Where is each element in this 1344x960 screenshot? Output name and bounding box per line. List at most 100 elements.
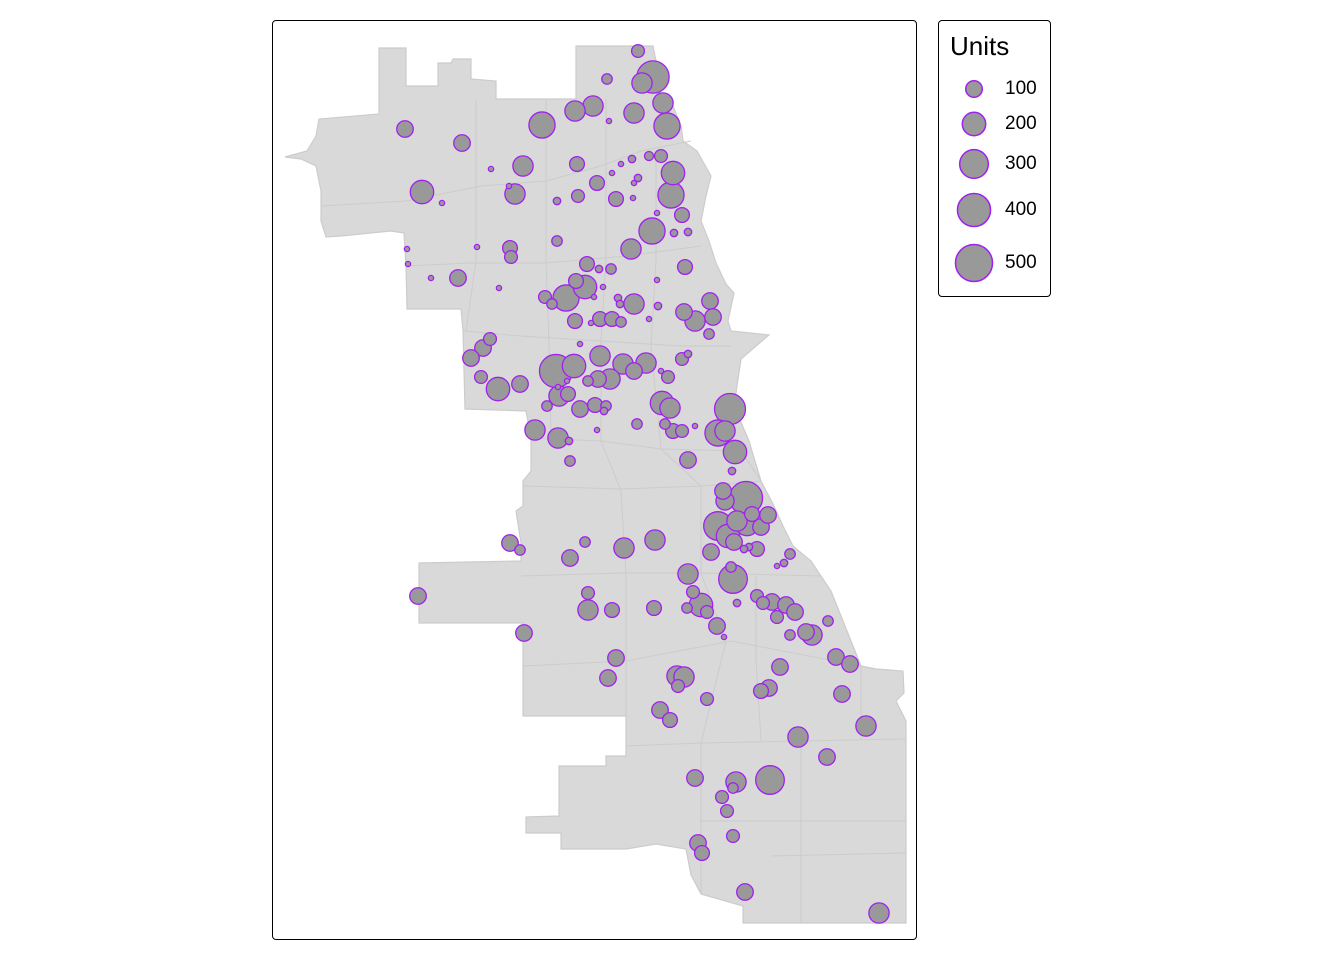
units-bubble [577, 599, 599, 621]
units-bubble [732, 598, 742, 608]
units-bubble [818, 748, 836, 766]
units-bubble [633, 173, 643, 183]
units-bubble [566, 312, 584, 330]
bubble-layer [396, 43, 890, 924]
units-bubble [691, 422, 699, 430]
units-bubble [722, 439, 748, 465]
units-bubble [580, 585, 596, 601]
district-border [522, 640, 862, 667]
map-panel [272, 20, 917, 940]
units-bubble [601, 73, 613, 85]
units-bubble [784, 629, 796, 641]
units-bubble [605, 263, 617, 275]
units-bubble [485, 376, 511, 402]
units-bubble [571, 400, 589, 418]
units-bubble [755, 595, 771, 611]
units-bubble [704, 308, 722, 326]
legend-bubble [961, 111, 987, 137]
units-bubble [590, 293, 598, 301]
units-bubble [787, 726, 809, 748]
units-bubble [515, 624, 533, 642]
units-bubble [683, 227, 693, 237]
units-bubble [576, 340, 584, 348]
units-bubble [449, 269, 467, 287]
units-bubble [514, 544, 526, 556]
legend-bubble [956, 192, 992, 228]
district-border [770, 852, 907, 857]
units-bubble [725, 828, 741, 844]
units-bubble [630, 179, 638, 187]
legend-label: 400 [1005, 199, 1037, 220]
units-bubble [868, 902, 890, 924]
units-bubble [620, 238, 642, 260]
units-bubble [699, 604, 715, 620]
units-bubble [588, 174, 606, 192]
district-border [755, 576, 762, 742]
units-bubble [659, 418, 671, 430]
units-bubble [827, 648, 845, 666]
units-bubble [524, 419, 546, 441]
units-bubble [594, 264, 604, 274]
units-bubble [653, 112, 681, 140]
units-bubble [661, 711, 679, 729]
units-bubble [603, 601, 621, 619]
units-bubble [396, 120, 414, 138]
units-bubble [495, 284, 503, 292]
units-bubble [623, 102, 645, 124]
legend-label: 200 [1005, 113, 1037, 134]
units-bubble [615, 316, 627, 328]
units-bubble [685, 584, 701, 600]
legend-label: 100 [1005, 78, 1037, 99]
units-bubble [552, 196, 562, 206]
legend-swatch [954, 243, 994, 283]
legend: Units 100 200 300 400 500 [938, 20, 1051, 297]
units-bubble [631, 418, 643, 430]
units-bubble [670, 678, 686, 694]
units-bubble [409, 587, 427, 605]
units-bubble [512, 155, 534, 177]
units-bubble [511, 375, 529, 393]
units-bubble [570, 188, 586, 204]
units-bubble [855, 715, 877, 737]
units-bubble [669, 228, 679, 238]
units-bubble [714, 482, 732, 500]
legend-swatch [958, 148, 990, 180]
units-bubble [797, 623, 815, 641]
units-bubble [501, 534, 519, 552]
units-bubble [541, 400, 553, 412]
units-bubble [693, 844, 711, 862]
units-bubble [564, 100, 586, 122]
units-bubble [681, 602, 693, 614]
district-border [520, 572, 822, 577]
units-bubble [645, 599, 663, 617]
legend-label: 300 [1005, 153, 1037, 174]
units-bubble [657, 367, 665, 375]
units-bubble [607, 190, 625, 208]
units-bubble [653, 276, 661, 284]
units-bubble [743, 505, 761, 523]
units-bubble [403, 245, 411, 253]
units-bubble [727, 782, 739, 794]
units-bubble [736, 883, 754, 901]
units-bubble [660, 369, 676, 385]
legend-swatch [956, 192, 992, 228]
units-bubble [714, 420, 736, 442]
map-canvas [284, 43, 907, 924]
units-bubble [462, 349, 480, 367]
units-bubble [551, 235, 563, 247]
units-bubble [643, 150, 655, 162]
units-bubble [554, 383, 562, 391]
units-bubble [546, 298, 558, 310]
units-bubble [659, 397, 681, 419]
units-bubble [582, 375, 594, 387]
district-border [600, 99, 627, 746]
units-bubble [786, 603, 804, 621]
units-bubble [771, 658, 789, 676]
units-bubble [677, 563, 699, 585]
units-bubble [587, 319, 595, 327]
units-bubble [631, 72, 653, 94]
units-bubble [726, 510, 748, 532]
units-bubble [727, 466, 737, 476]
units-bubble [644, 529, 666, 551]
units-bubble [453, 134, 471, 152]
